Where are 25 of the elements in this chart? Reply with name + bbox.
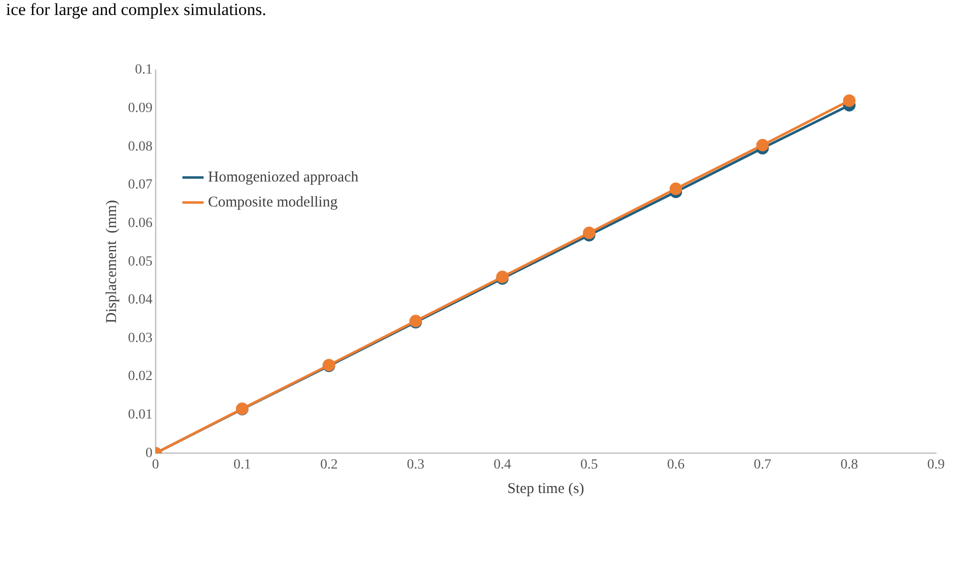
x-tick-label: 0.8 [840,457,858,472]
x-axis-title: Step time (s) [507,480,584,497]
y-tick-label: 0.01 [128,408,152,423]
y-axis-title: Displacement (mm) [104,200,120,324]
y-tick-label: 0.06 [128,216,152,231]
y-tick-label: 0.04 [128,292,152,308]
x-tick-label: 0.9 [927,457,945,472]
x-tick-label: 0.7 [754,457,772,472]
y-tick-label: 0.05 [128,254,152,270]
y-tick-label: 0.02 [128,369,152,384]
x-tick-label: 0.1 [233,457,251,472]
y-tick-label: 0.03 [128,330,152,346]
y-tick-label: 0.07 [128,178,152,193]
y-tick-label: 0.1 [135,62,152,78]
x-tick-label: 0.2 [320,457,338,472]
legend-label: Homogeniozed approach [208,169,359,186]
x-tick-label: 0.6 [667,457,685,472]
y-tick-label: 0.08 [128,139,152,154]
x-tick-label: 0.3 [406,457,424,472]
text: ice for large and complex simulations. [6,0,266,19]
y-tick-label: 0.09 [128,100,152,116]
y-tick-label: 0 [146,446,152,461]
x-tick-label: 0.4 [494,457,512,472]
x-tick-label: 0.5 [580,457,598,472]
legend-label: Composite modelling [208,194,338,210]
